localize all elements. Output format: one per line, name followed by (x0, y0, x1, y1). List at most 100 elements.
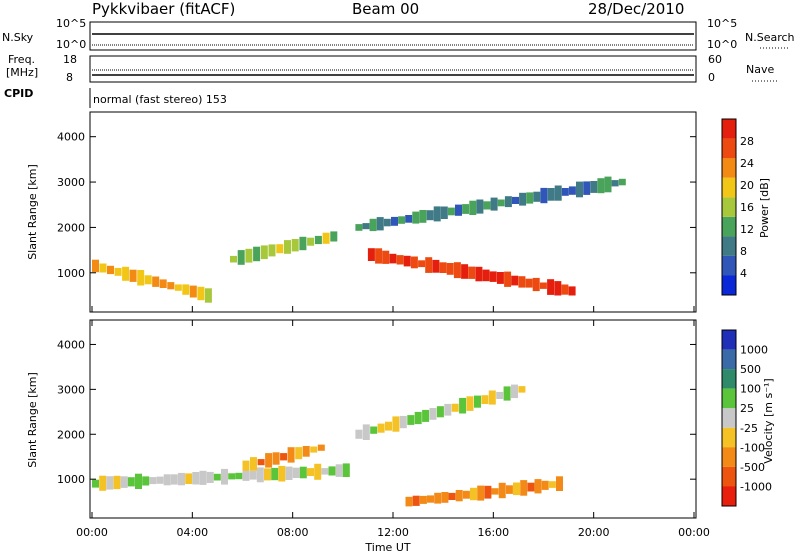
heatmap-cell (242, 470, 250, 481)
heatmap-cell (299, 466, 307, 479)
colorbar-swatch (722, 216, 736, 237)
heatmap-cell (482, 269, 490, 282)
velocity-colorbar-ticks: 1000 500 100 25 -25 -100 -500 -1000 (740, 344, 772, 494)
heatmap-cell (410, 256, 418, 269)
colorbar-tick-label: 500 (740, 363, 761, 376)
heatmap-cell (396, 255, 404, 265)
colorbar-swatch (722, 138, 736, 159)
time-axis-label: Time UT (364, 541, 410, 554)
heatmap-cell (541, 480, 549, 490)
heatmap-cell (448, 492, 456, 500)
heatmap-cell (120, 476, 128, 488)
heatmap-cell (253, 246, 261, 262)
power-heatmap (92, 176, 626, 303)
power-colorbar-frame (721, 118, 737, 296)
x-tick-label: 20:00 (578, 526, 610, 539)
heatmap-cell (295, 447, 303, 460)
heatmap-cell (474, 395, 481, 408)
heatmap-cell (99, 475, 107, 491)
heatmap-cell (453, 262, 461, 279)
heatmap-cell (137, 270, 145, 286)
heatmap-cell (213, 473, 221, 481)
heatmap-cell (106, 476, 114, 490)
power-panel: 1000 2000 3000 4000 Slant Range [km] (26, 111, 697, 313)
y-tick-label: 2000 (57, 428, 85, 441)
heatmap-cell (322, 232, 330, 244)
heatmap-cell (476, 199, 484, 214)
colorbar-tick-label: 8 (740, 245, 747, 258)
freq-frame (89, 55, 697, 83)
x-tick-label: 04:00 (176, 526, 208, 539)
heatmap-cell (328, 466, 336, 476)
heatmap-cell (398, 216, 406, 224)
heatmap-cell (511, 384, 518, 399)
heatmap-cell (520, 480, 528, 496)
freq-tick-high: 18 (63, 53, 77, 66)
heatmap-cell (192, 472, 200, 485)
heatmap-cell (466, 396, 474, 411)
heatmap-cell (370, 426, 378, 434)
y-tick-label: 1000 (57, 473, 85, 486)
radar-title: Pykkvibaer (fitACF) (92, 0, 235, 18)
x-tick-label: 08:00 (277, 526, 309, 539)
heatmap-cell (385, 421, 392, 431)
heatmap-cell (376, 217, 384, 231)
heatmap-cell (407, 415, 415, 425)
cpid-label: CPID (4, 87, 33, 100)
date-title: 28/Dec/2010 (588, 0, 684, 18)
heatmap-cell (525, 278, 533, 288)
power-y-ticks: 1000 2000 3000 4000 (57, 131, 696, 280)
heatmap-cell (302, 446, 310, 457)
y-tick-label: 4000 (57, 131, 85, 144)
y-tick-label: 1000 (57, 267, 85, 280)
colorbar-swatch (722, 466, 736, 487)
heatmap-cell (461, 264, 469, 279)
x-tick-label: 12:00 (377, 526, 409, 539)
heatmap-cell (265, 453, 273, 468)
heatmap-cell (512, 196, 519, 204)
heatmap-cell (242, 460, 250, 471)
colorbar-swatch (722, 369, 736, 389)
heatmap-cell (618, 178, 626, 186)
heatmap-cell (256, 467, 264, 483)
heatmap-cell (377, 423, 385, 433)
heatmap-cell (489, 271, 497, 282)
heatmap-cell (307, 468, 314, 476)
colorbar-swatch (722, 275, 736, 295)
heatmap-cell (335, 464, 343, 477)
colorbar-tick-label: 4 (740, 267, 747, 280)
heatmap-cell (92, 259, 99, 273)
x-tick-label: 00:00 (678, 526, 710, 539)
nsearch-tick-high: 10^5 (707, 17, 737, 30)
velocity-colorbar-label: Velocity [m s⁻¹] (762, 378, 775, 463)
velocity-heatmap (92, 384, 563, 507)
heatmap-cell (604, 176, 612, 193)
heatmap-cell (99, 263, 107, 273)
heatmap-cell (264, 468, 271, 481)
power-frame (89, 111, 697, 313)
heatmap-cell (597, 178, 605, 194)
heatmap-cell (276, 244, 284, 254)
heatmap-cell (432, 259, 440, 273)
heatmap-cell (235, 472, 243, 480)
heatmap-cell (497, 199, 505, 207)
heatmap-cell (459, 397, 467, 414)
heatmap-cell (257, 459, 265, 466)
heatmap-cell (561, 188, 569, 196)
heatmap-cell (504, 271, 512, 287)
heatmap-cell (113, 475, 121, 490)
heatmap-cell (481, 395, 489, 404)
heatmap-cell (382, 250, 390, 264)
heatmap-cell (462, 204, 470, 214)
velocity-colorbar-cells (722, 330, 736, 506)
heatmap-cell (451, 403, 459, 412)
heatmap-cell (389, 253, 397, 264)
heatmap-cell (310, 446, 318, 453)
heatmap-cell (412, 495, 420, 506)
heatmap-cell (287, 447, 295, 463)
heatmap-cell (518, 386, 526, 393)
colorbar-swatch (722, 177, 736, 198)
heatmap-cell (152, 276, 160, 287)
heatmap-cell (519, 192, 527, 206)
heatmap-cell (490, 197, 498, 211)
